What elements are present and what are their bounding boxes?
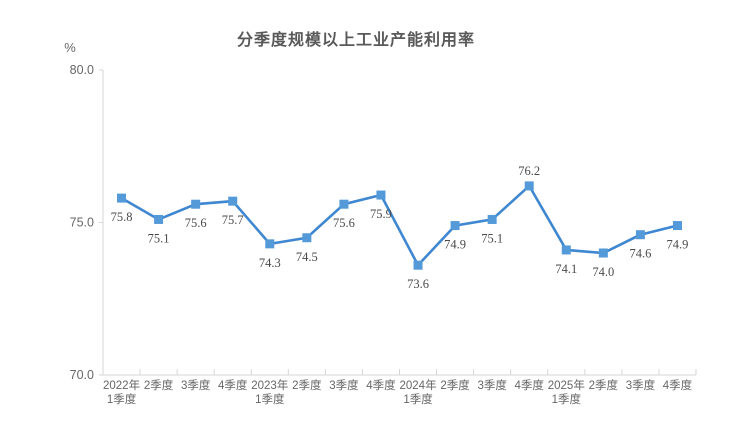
- x-axis-label: 2024年 1季度: [399, 378, 436, 406]
- data-point-marker: [561, 245, 571, 255]
- data-point-marker: [524, 181, 534, 191]
- data-point-marker: [154, 214, 164, 224]
- y-axis-label: 70.0: [70, 368, 94, 382]
- data-point-marker: [339, 199, 349, 209]
- data-point-marker: [487, 214, 497, 224]
- x-axis-label: 2022年 1季度: [103, 378, 140, 406]
- data-point-label: 75.8: [111, 210, 133, 224]
- data-point-marker: [117, 193, 127, 203]
- x-axis-label: 2季度: [589, 378, 619, 392]
- x-axis-label: 2季度: [292, 378, 322, 392]
- x-axis-label: 2季度: [144, 378, 174, 392]
- data-point-label: 74.6: [629, 247, 651, 261]
- x-axis-label: 3季度: [626, 378, 656, 392]
- x-axis-label: 4季度: [515, 378, 545, 392]
- data-point-marker: [450, 221, 460, 231]
- data-point-label: 75.1: [481, 231, 503, 245]
- data-point-label: 75.9: [370, 207, 392, 221]
- data-point-label: 76.2: [518, 164, 540, 178]
- data-point-label: 75.6: [333, 216, 355, 230]
- x-axis-label: 3季度: [329, 378, 359, 392]
- data-point-label: 75.6: [185, 216, 207, 230]
- data-point-label: 74.5: [296, 250, 318, 264]
- y-axis-label: 80.0: [70, 63, 94, 77]
- x-axis-label: 4季度: [218, 378, 248, 392]
- data-point-marker: [376, 190, 386, 200]
- data-point-label: 74.9: [667, 238, 689, 252]
- y-axis-unit-label: %: [64, 40, 76, 55]
- data-point-marker: [413, 260, 423, 270]
- data-point-label: 74.9: [444, 238, 466, 252]
- data-point-marker: [302, 233, 312, 243]
- data-point-marker: [265, 239, 275, 249]
- data-point-marker: [635, 230, 645, 240]
- data-point-label: 74.1: [555, 262, 577, 276]
- data-point-label: 74.0: [592, 265, 614, 279]
- x-axis-label: 4季度: [366, 378, 396, 392]
- x-axis-label: 4季度: [663, 378, 693, 392]
- data-point-label: 75.7: [222, 213, 244, 227]
- series-line: [120, 183, 678, 268]
- data-point-marker: [672, 221, 682, 231]
- data-point-label: 75.1: [148, 231, 170, 245]
- x-axis-label: 3季度: [477, 378, 507, 392]
- x-axis-label: 2023年 1季度: [251, 378, 288, 406]
- data-point-label: 73.6: [407, 277, 429, 291]
- data-point-marker: [228, 196, 238, 206]
- y-axis-label: 75.0: [70, 216, 94, 230]
- x-axis-label: 3季度: [181, 378, 211, 392]
- data-point-marker: [598, 248, 608, 258]
- data-point-label: 74.3: [259, 256, 281, 270]
- data-point-marker: [191, 199, 201, 209]
- x-axis-label: 2025年 1季度: [548, 378, 585, 406]
- x-axis-label: 2季度: [440, 378, 470, 392]
- chart-title: 分季度规模以上工业产能利用率: [236, 32, 475, 49]
